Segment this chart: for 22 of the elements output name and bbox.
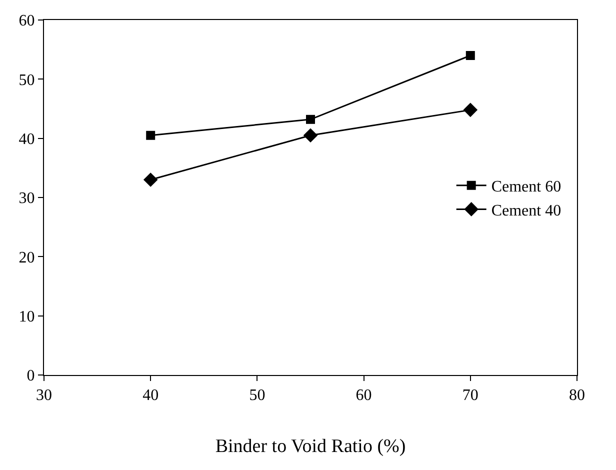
x-tick-label: 80 [569, 387, 585, 404]
point [146, 130, 156, 140]
point [306, 114, 315, 124]
x-tick-label: 40 [142, 387, 159, 404]
point [143, 172, 158, 187]
y-tick-label: 10 [18, 308, 35, 326]
x-axis-title: Binder to Void Ratio (%) [215, 436, 406, 457]
y-tick-label: 0 [26, 368, 35, 385]
point [463, 102, 478, 118]
point [303, 128, 318, 143]
y-tick-label: 20 [18, 249, 35, 266]
y-tick-label: 40 [18, 130, 35, 148]
x-tick-label: 30 [36, 387, 52, 404]
point [466, 51, 475, 60]
y-tick-label: 60 [18, 12, 35, 30]
y-tick-label: 50 [18, 72, 35, 89]
legend-label: Cement 60 [491, 178, 562, 196]
y-tick-label: 30 [18, 190, 35, 208]
x-tick-label: 50 [249, 387, 266, 404]
x-tick-label: 60 [356, 387, 372, 404]
legend-label: Cement 40 [491, 202, 562, 220]
x-tick-label: 70 [462, 387, 478, 404]
